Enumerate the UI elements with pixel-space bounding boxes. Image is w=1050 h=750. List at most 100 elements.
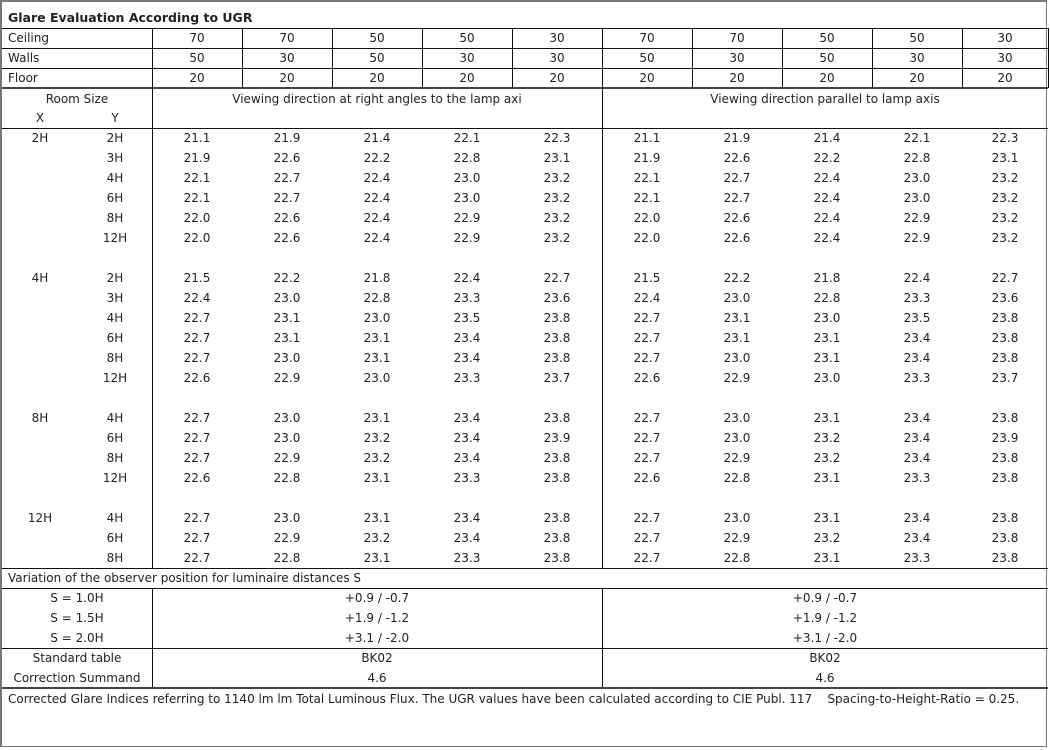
ugr-value: 23.1 [363,471,391,485]
floor-value: 20 [549,71,565,85]
ugr-value: 22.7 [183,411,211,425]
y-label: Y [111,111,119,125]
ugr-value: 22.7 [273,171,301,185]
floor-value: 20 [189,71,205,85]
ugr-value: 23.2 [363,431,391,445]
ugr-value: 23.1 [273,331,301,345]
ugr-value: 23.1 [543,151,571,165]
ugr-value: 22.7 [633,511,661,525]
room-y: 4H [106,511,124,525]
ugr-value: 23.3 [453,471,481,485]
ugr-value: 22.9 [453,211,481,225]
ugr-value: 23.8 [991,331,1019,345]
ugr-value: 23.2 [363,451,391,465]
ugr-value: 22.7 [633,331,661,345]
room-y: 4H [106,171,124,185]
ugr-value: 21.5 [183,271,211,285]
ugr-value: 22.4 [633,291,661,305]
divider [2,68,1048,69]
ugr-value: 23.2 [991,211,1019,225]
divider [602,28,603,88]
divider [602,88,603,568]
divider [2,48,1048,49]
ugr-value: 23.2 [543,171,571,185]
room-y: 3H [106,291,124,305]
ceiling-value: 70 [729,31,745,45]
ugr-value: 22.7 [633,411,661,425]
ceiling-value: 70 [189,31,205,45]
floor-value: 20 [819,71,835,85]
ugr-value: 23.8 [991,411,1019,425]
variation-parallel: +3.1 / -2.0 [792,631,858,645]
ugr-value: 23.3 [903,291,931,305]
ugr-value: 23.3 [903,551,931,565]
ugr-value: 23.1 [813,411,841,425]
ugr-value: 23.8 [991,451,1019,465]
divider [872,28,873,88]
ugr-value: 22.6 [183,471,211,485]
room-y: 8H [106,351,124,365]
variation-parallel: +1.9 / -1.2 [792,611,858,625]
floor-value: 20 [639,71,655,85]
walls-value: 30 [997,51,1013,65]
ugr-value: 23.4 [453,451,481,465]
ugr-value: 22.4 [903,271,931,285]
variation-s: S = 1.5H [50,611,104,625]
ugr-value: 21.9 [273,131,301,145]
ugr-value: 22.6 [723,211,751,225]
ugr-value: 22.2 [813,151,841,165]
ugr-value: 22.4 [183,291,211,305]
room-x: 12H [27,511,53,525]
ugr-value: 23.4 [903,451,931,465]
room-y: 12H [102,471,128,485]
variation-s: S = 2.0H [50,631,104,645]
ugr-value: 23.2 [543,191,571,205]
walls-value: 30 [909,51,925,65]
room-y: 8H [106,211,124,225]
room-x: 2H [31,131,49,145]
ugr-value: 21.1 [183,131,211,145]
ugr-value: 23.5 [453,311,481,325]
divider [2,568,1048,569]
ugr-value: 22.7 [183,531,211,545]
ugr-value: 23.9 [991,431,1019,445]
divider [152,28,153,88]
ugr-value: 21.8 [363,271,391,285]
ugr-value: 22.6 [183,371,211,385]
ugr-value: 22.3 [543,131,571,145]
ugr-value: 23.4 [453,531,481,545]
ugr-value: 22.6 [633,371,661,385]
ugr-value: 22.8 [273,551,301,565]
room-y: 6H [106,191,124,205]
ugr-value: 23.1 [363,351,391,365]
ugr-value: 22.7 [183,331,211,345]
ugr-value: 22.8 [453,151,481,165]
x-label: X [35,111,45,125]
room-y: 2H [106,131,124,145]
divider [2,28,1048,29]
ugr-value: 23.0 [723,351,751,365]
ugr-value: 23.1 [273,311,301,325]
ugr-value: 22.2 [363,151,391,165]
ugr-value: 22.2 [723,271,751,285]
ugr-value: 22.0 [183,231,211,245]
ugr-value: 23.0 [273,351,301,365]
ugr-value: 23.8 [543,331,571,345]
ugr-value: 22.9 [723,451,751,465]
ugr-value: 23.3 [903,471,931,485]
ugr-value: 23.2 [543,211,571,225]
room-y: 8H [106,551,124,565]
ugr-value: 22.6 [273,211,301,225]
ugr-value: 22.1 [453,131,481,145]
variation-s: S = 1.0H [50,591,104,605]
ugr-value: 22.7 [633,431,661,445]
ugr-value: 22.7 [183,451,211,465]
ugr-value: 23.8 [543,471,571,485]
ugr-value: 22.4 [363,211,391,225]
ugr-value: 22.7 [633,351,661,365]
floor-value: 20 [369,71,385,85]
footnote: Corrected Glare Indices referring to 114… [8,692,1020,706]
ugr-value: 23.2 [991,231,1019,245]
ugr-value: 23.0 [813,371,841,385]
ugr-value: 22.7 [183,351,211,365]
